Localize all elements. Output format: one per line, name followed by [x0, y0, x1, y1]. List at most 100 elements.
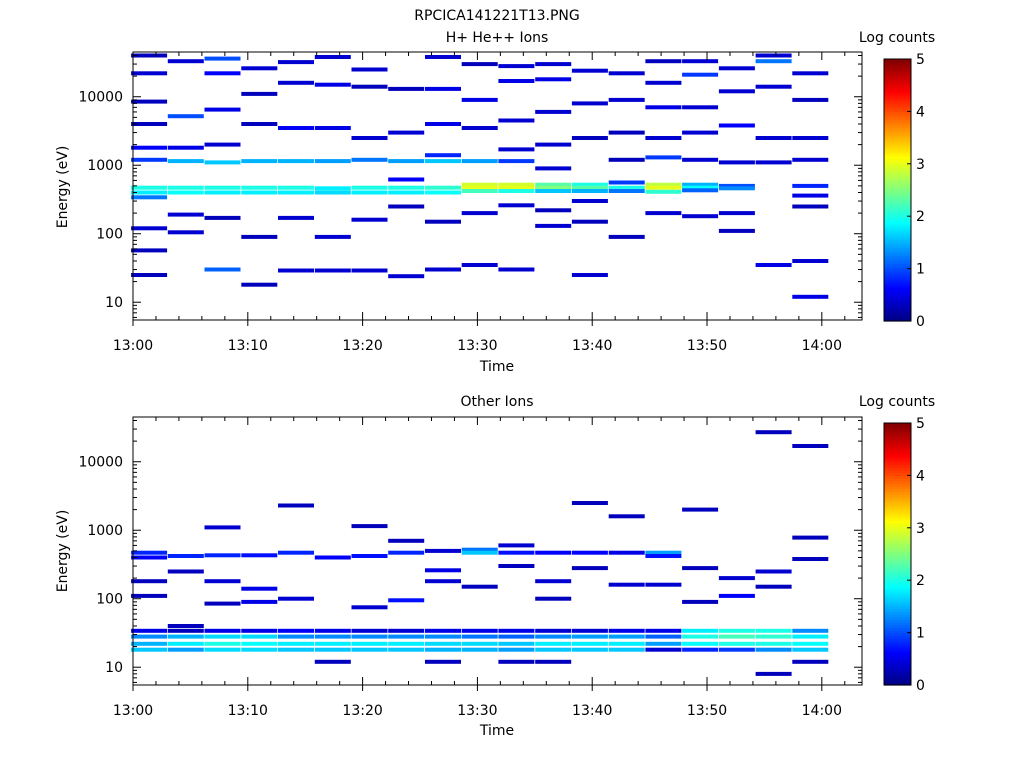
colorbar-step [884, 561, 911, 566]
heatmap-cell [425, 628, 461, 633]
heatmap-cell [645, 155, 682, 160]
heatmap-cell [755, 84, 792, 89]
heatmap-cell [645, 80, 682, 85]
heatmap-cell [388, 628, 425, 633]
heatmap-cell [608, 634, 645, 639]
colorbar-step [884, 504, 911, 508]
heatmap-cell [645, 647, 682, 652]
colorbar-step [884, 77, 911, 81]
colorbar-step [884, 98, 911, 102]
heatmap-cell [498, 641, 535, 646]
heatmap-cell [388, 550, 425, 555]
colorbar-frame [883, 422, 912, 686]
heatmap-cell [718, 66, 755, 71]
heatmap-cell [241, 159, 278, 164]
colorbar-step [884, 669, 911, 673]
x-axis: 13:00 13:10 13:20 13:30 13:40 13:50 14:00 [113, 52, 846, 354]
heatmap-cell [535, 550, 572, 555]
heatmap-cell [682, 72, 719, 77]
colorbar-step [884, 155, 911, 160]
heatmap-cell [314, 126, 351, 130]
heatmap-cell [571, 185, 608, 190]
y-axis-label: Energy (eV) [55, 510, 71, 593]
heatmap-cell [241, 190, 278, 195]
heatmap-cell [498, 147, 535, 152]
heatmap-cell [351, 190, 388, 195]
x-tick-label: 13:10 [228, 338, 268, 354]
heatmap-cell [167, 230, 204, 235]
heatmap-cell [645, 182, 682, 187]
heatmap-cell [498, 628, 535, 633]
colorbar-step [884, 433, 911, 437]
colorbar-tick-label: 5 [916, 52, 925, 68]
heatmap-cell [535, 182, 572, 187]
heatmap-cell [461, 211, 498, 216]
heatmap-cell [682, 157, 719, 162]
heatmap-cell [645, 550, 682, 555]
heatmap-cell [755, 136, 792, 140]
colorbar-step [884, 127, 911, 131]
heatmap-cell [682, 628, 719, 633]
heatmap-cell [314, 186, 351, 191]
heatmap-cell [498, 64, 535, 69]
heatmap-cell [571, 647, 608, 652]
heatmap-cell [278, 550, 314, 555]
heatmap-cell [535, 634, 572, 639]
colorbar: 0 1 2 3 4 5 [883, 416, 925, 694]
heatmap-cell [167, 641, 204, 646]
heatmap-cell [388, 598, 425, 603]
y-tick-label: 1000 [87, 523, 123, 539]
heatmap-cell [571, 641, 608, 646]
heatmap-cell [755, 584, 792, 589]
colorbar-step [884, 234, 911, 238]
heatmap-cell [351, 136, 388, 140]
heatmap-cell [535, 185, 572, 190]
colorbar-step [884, 595, 911, 600]
heatmap-cell [204, 579, 241, 584]
colorbar-step [884, 284, 911, 288]
heatmap-cell [571, 628, 608, 633]
colorbar-tick-label: 0 [916, 678, 925, 694]
colorbar-step [884, 231, 911, 236]
y-tick-label: 10 [105, 660, 123, 676]
colorbar-step [884, 148, 911, 152]
colorbar-step [884, 682, 911, 686]
heatmap-cell [425, 55, 461, 59]
colorbar-frame [883, 58, 912, 322]
heatmap-cell [755, 53, 792, 58]
heatmap-cell [425, 153, 461, 158]
heatmap-cell [461, 547, 498, 552]
heatmap-cell [755, 430, 792, 435]
heatmap-cell [241, 647, 278, 652]
heatmap-cell [131, 248, 168, 253]
heatmap-cell [755, 647, 792, 652]
heatmap-cell [792, 444, 829, 448]
colorbar-step [884, 577, 911, 581]
heatmap-cell [204, 634, 241, 639]
colorbar-step [884, 603, 911, 607]
colorbar-step [884, 666, 911, 670]
colorbar-step [884, 315, 911, 319]
heatmap-cell [682, 182, 719, 187]
colorbar-step [884, 535, 911, 539]
heatmap-cell [608, 582, 645, 587]
colorbar-step [884, 216, 911, 220]
colorbar-step [884, 470, 911, 474]
heatmap-cell [388, 634, 425, 639]
heatmap-cell [498, 659, 535, 664]
colorbar-step [884, 619, 911, 623]
colorbar-step [884, 530, 911, 534]
colorbar-step [884, 624, 911, 628]
colorbar-step [884, 554, 911, 558]
heatmap-cell [718, 89, 755, 94]
heatmap-cell [314, 628, 351, 633]
heatmap-cell [682, 507, 719, 512]
heatmap-cell [608, 647, 645, 652]
heatmap-cell [278, 641, 314, 646]
y-axis: 10 100 1000 10000 [78, 420, 862, 683]
heatmap-cell [278, 159, 314, 164]
colorbar-step [884, 106, 911, 110]
colorbar-step [884, 496, 911, 500]
colorbar-step [884, 213, 911, 217]
heatmap-cell [792, 659, 829, 664]
